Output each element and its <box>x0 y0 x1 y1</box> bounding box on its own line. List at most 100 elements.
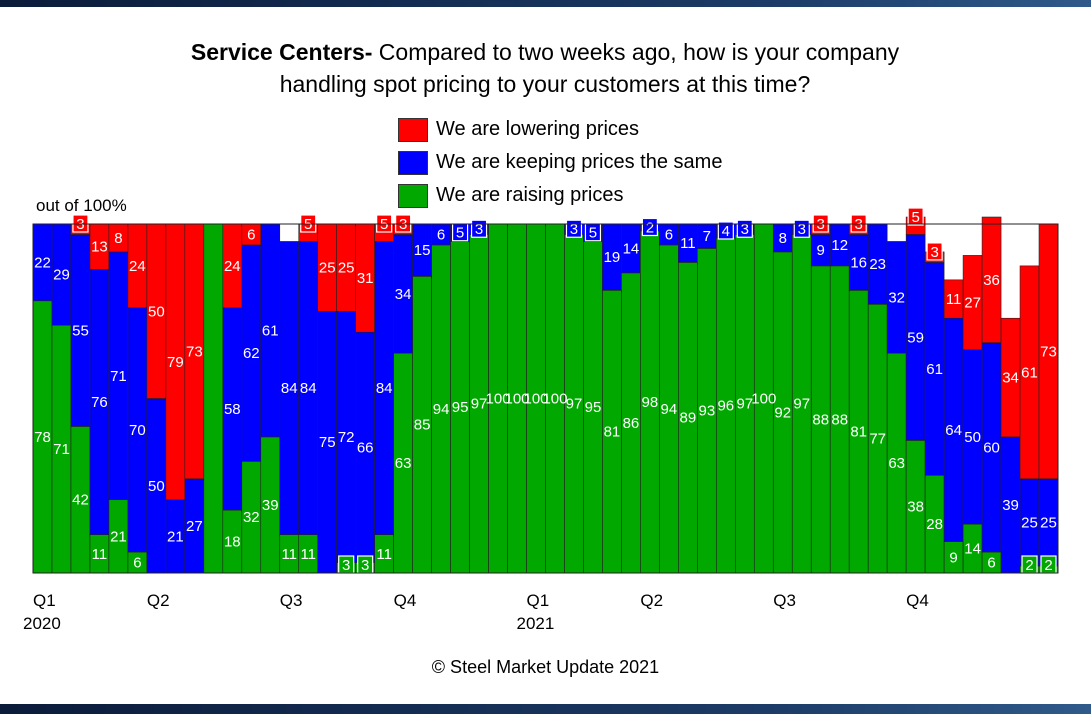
data-label-same: 55 <box>72 322 89 339</box>
x-tick-label: Q4 <box>394 591 417 610</box>
data-label-raising: 86 <box>623 415 640 432</box>
data-label-same: 5 <box>589 225 597 242</box>
data-label-same: 66 <box>357 439 374 456</box>
y-axis-label: out of 100% <box>36 196 127 215</box>
data-label-raising: 28 <box>926 516 943 533</box>
data-label-lowering: 36 <box>983 272 1000 289</box>
data-label-raising: 42 <box>72 492 89 509</box>
data-label-same: 14 <box>623 240 640 257</box>
data-label-raising: 95 <box>452 399 469 416</box>
data-label-raising: 14 <box>964 541 981 558</box>
data-label-lowering: 25 <box>319 260 336 277</box>
legend-swatch-raising <box>398 183 428 208</box>
data-label-same: 50 <box>148 478 165 495</box>
data-label-raising: 94 <box>433 401 450 418</box>
x-tick-year: 2020 <box>23 614 61 633</box>
x-tick-label: Q1 <box>527 591 550 610</box>
data-label-same: 58 <box>224 401 241 418</box>
data-label-raising: 39 <box>262 497 279 514</box>
data-label-same: 25 <box>1021 514 1038 531</box>
data-label-same: 50 <box>964 429 981 446</box>
legend-label-lowering: We are lowering prices <box>436 118 640 140</box>
legend-swatch-same <box>398 150 428 175</box>
data-label-lowering: 5 <box>911 209 919 226</box>
data-label-raising: 97 <box>793 396 810 413</box>
copyright: © Steel Market Update 2021 <box>431 657 660 677</box>
data-label-lowering: 50 <box>148 303 165 320</box>
data-label-raising: 63 <box>395 455 412 472</box>
data-label-same: 25 <box>1040 514 1057 531</box>
data-label-same: 39 <box>1002 497 1019 514</box>
title-rest-line1: Compared to two weeks ago, how is your c… <box>372 39 900 65</box>
data-label-raising: 97 <box>566 396 583 413</box>
data-label-raising: 96 <box>717 397 734 414</box>
data-label-raising: 6 <box>133 555 141 572</box>
data-label-same: 12 <box>831 237 848 254</box>
data-label-same: 9 <box>817 242 825 259</box>
legend: We are lowering prices We are keeping pr… <box>398 113 722 212</box>
data-label-raising: 100 <box>505 391 530 408</box>
title-bold: Service Centers- <box>190 39 373 65</box>
bottom-accent-bar <box>0 704 1091 714</box>
data-label-lowering: 31 <box>357 270 374 287</box>
data-label-lowering: 13 <box>91 239 108 256</box>
data-label-lowering: 3 <box>930 244 938 261</box>
data-label-lowering: 6 <box>247 226 255 243</box>
data-label-raising: 3 <box>361 557 369 574</box>
data-label-lowering: 73 <box>1040 343 1057 360</box>
data-label-same: 7 <box>703 228 711 245</box>
data-label-raising: 38 <box>907 499 924 516</box>
data-label-raising: 100 <box>542 391 567 408</box>
title-line2: handling spot pricing to your customers … <box>279 71 811 97</box>
data-label-same: 84 <box>376 380 393 397</box>
data-label-same: 2 <box>646 219 654 236</box>
x-tick-label: Q2 <box>640 591 663 610</box>
data-label-same: 34 <box>395 286 412 303</box>
data-label-raising: 85 <box>414 417 431 434</box>
bar-segment-raising <box>203 223 224 574</box>
data-label-same: 62 <box>243 345 260 362</box>
data-label-same: 5 <box>456 225 464 242</box>
data-label-same: 3 <box>741 221 749 238</box>
data-label-lowering: 34 <box>1002 370 1019 387</box>
data-label-box-same <box>717 221 734 240</box>
data-label-same: 61 <box>262 322 279 339</box>
data-label-same: 32 <box>888 289 905 306</box>
data-label-raising: 81 <box>604 424 621 441</box>
x-tick-label: Q3 <box>280 591 303 610</box>
data-label-box-same <box>641 217 658 237</box>
data-label-raising: 32 <box>243 509 260 526</box>
data-label-raising: 77 <box>869 431 886 448</box>
data-label-same: 3 <box>798 221 806 238</box>
data-label-same: 72 <box>338 429 355 446</box>
data-label-same: 16 <box>850 254 867 271</box>
legend-item-lowering: We are lowering prices <box>398 113 722 146</box>
data-label-raising: 63 <box>888 455 905 472</box>
data-label-box-lowering <box>907 207 924 226</box>
bar-segment-lowering <box>981 216 1002 343</box>
data-label-raising: 21 <box>110 528 127 545</box>
data-label-same: 22 <box>34 254 51 271</box>
data-label-same: 71 <box>110 368 127 385</box>
data-label-same: 4 <box>722 223 730 240</box>
data-label-raising: 9 <box>949 549 957 566</box>
data-label-raising: 11 <box>92 546 108 563</box>
data-label-same: 27 <box>186 518 203 535</box>
legend-label-raising: We are raising prices <box>436 184 624 206</box>
data-label-same: 19 <box>604 249 621 266</box>
data-label-raising: 98 <box>642 394 659 411</box>
data-label-same: 84 <box>300 380 317 397</box>
data-label-raising: 97 <box>471 396 488 413</box>
data-label-same: 6 <box>665 226 673 243</box>
data-label-same: 21 <box>167 528 184 545</box>
data-label-same: 29 <box>53 267 70 284</box>
data-label-same: 70 <box>129 422 146 439</box>
data-label-lowering: 24 <box>224 258 241 275</box>
legend-swatch-lowering <box>398 117 428 142</box>
data-label-lowering: 27 <box>964 295 981 312</box>
data-label-lowering: 79 <box>167 354 184 371</box>
data-label-lowering: 73 <box>186 343 203 360</box>
top-accent-bar <box>0 0 1091 7</box>
data-label-raising: 88 <box>812 411 829 428</box>
